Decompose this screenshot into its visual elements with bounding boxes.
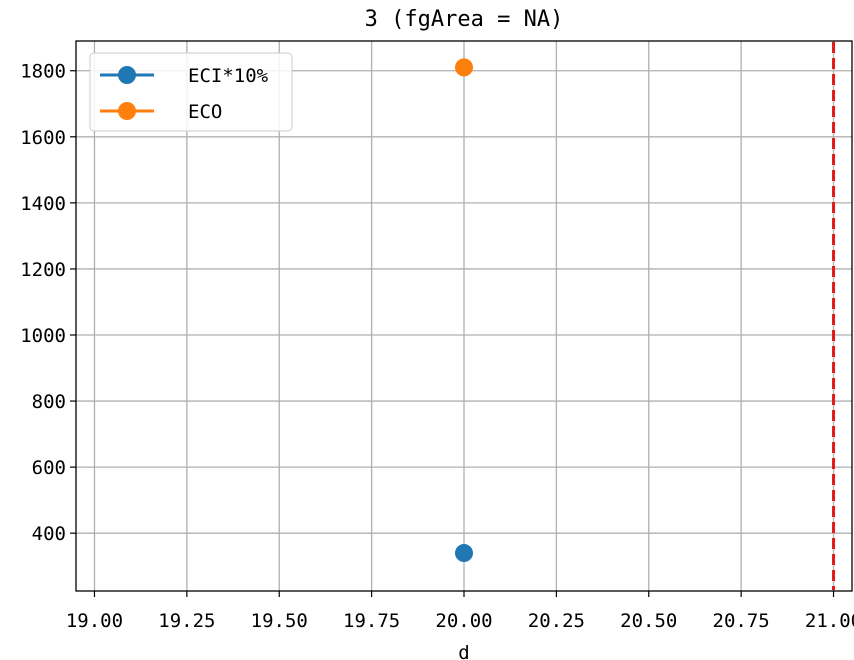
x-tick-label: 19.00 xyxy=(66,610,123,632)
y-tick-label: 800 xyxy=(32,391,66,413)
chart-title: 3 (fgArea = NA) xyxy=(365,7,564,32)
x-tick-label: 21.00 xyxy=(805,610,854,632)
x-axis-ticks: 19.00 19.25 19.50 19.75 20.00 20.25 20.50 20.75… xyxy=(66,591,854,632)
data-point xyxy=(455,58,473,77)
x-tick-label: 19.75 xyxy=(343,610,400,632)
x-tick-label: 20.50 xyxy=(620,610,677,632)
y-tick-label: 600 xyxy=(32,457,66,479)
y-tick-label: 1400 xyxy=(20,193,66,215)
y-tick-label: 1000 xyxy=(20,325,66,347)
legend-marker xyxy=(118,66,136,84)
y-tick-label: 400 xyxy=(32,523,66,545)
legend-label: ECO xyxy=(188,101,222,123)
x-tick-label: 19.50 xyxy=(251,610,308,632)
x-tick-label: 19.25 xyxy=(158,610,215,632)
x-axis-label: d xyxy=(458,642,469,660)
data-point xyxy=(455,544,473,563)
data-points xyxy=(455,58,473,563)
x-tick-label: 20.25 xyxy=(528,610,585,632)
legend-marker xyxy=(118,102,136,120)
legend: ECI*10% ECO xyxy=(89,52,293,132)
legend-label: ECI*10% xyxy=(188,65,269,87)
y-tick-label: 1600 xyxy=(20,127,66,149)
x-tick-label: 20.75 xyxy=(713,610,770,632)
y-tick-label: 1200 xyxy=(20,259,66,281)
x-tick-label: 20.00 xyxy=(435,610,492,632)
y-tick-label: 1800 xyxy=(20,61,66,83)
y-axis-ticks: 400 600 800 1000 1200 1400 1600 1800 xyxy=(20,61,76,545)
